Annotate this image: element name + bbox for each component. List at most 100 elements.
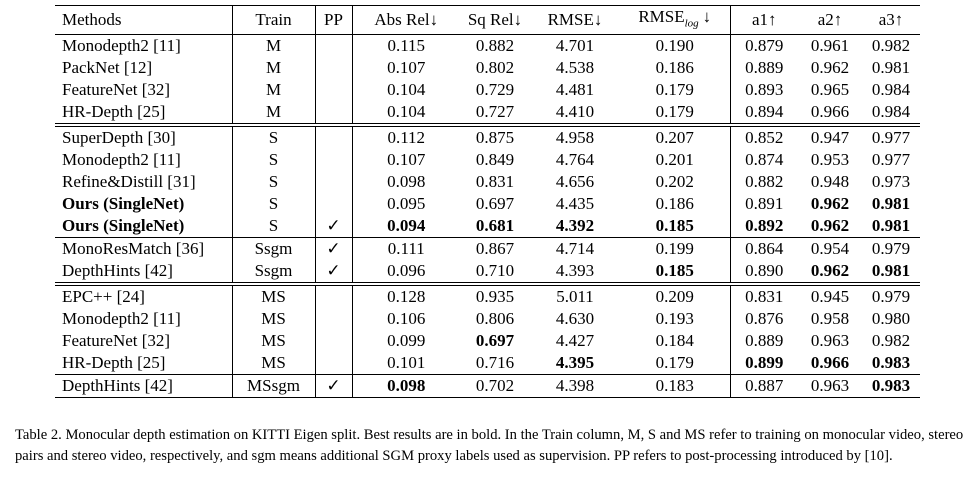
table-cell: 0.831 (745, 287, 784, 307)
table-row: HR-Depth [25] M 0.104 0.727 4.410 0.179 0.894 0… (55, 101, 920, 126)
table-cell: 0.101 (387, 353, 426, 373)
column-header: a1↑ (751, 10, 777, 30)
table-cell: 4.427 (555, 331, 595, 351)
table-cell: 0.193 (620, 308, 731, 331)
table-cell: 0.948 (810, 172, 850, 192)
table-cell: M (232, 34, 316, 58)
table-cell: S (232, 193, 316, 216)
table-cell: 0.945 (810, 287, 850, 307)
table-row: EPC++ [24] MS 0.128 0.935 5.011 0.209 0.831 0.9… (55, 284, 920, 309)
table-cell: 0.106 (387, 309, 426, 329)
table-cell: 0.899 (745, 353, 784, 373)
table-row: Ours (SingleNet) S 0.095 0.697 4.435 0.186 0.8… (55, 193, 920, 216)
row-group: SuperDepth [30] S 0.112 0.875 4.958 0.207 0.85… (55, 125, 920, 238)
table-cell: 0.961 (810, 36, 850, 56)
table-row: FeatureNet [32] MS 0.099 0.697 4.427 0.184 0.8… (55, 330, 920, 353)
table-cell: 4.764 (555, 150, 595, 170)
table-cell: FeatureNet [32] (55, 330, 233, 353)
table-cell: 0.947 (810, 128, 850, 148)
table-cell: 0.098 (387, 172, 426, 192)
table-cell: S (232, 125, 316, 150)
table-cell: 4.701 (555, 36, 595, 56)
table-cell: 0.864 (745, 239, 784, 259)
table-cell: 0.958 (810, 309, 850, 329)
column-header: PP (315, 5, 353, 35)
table-cell: 0.982 (871, 331, 911, 351)
table-cell: 0.849 (475, 150, 515, 170)
table-cell: 0.984 (871, 80, 911, 100)
table-cell: M (232, 79, 316, 102)
table-cell: 0.112 (387, 128, 426, 148)
table-cell: 0.115 (387, 36, 426, 56)
table-row: SuperDepth [30] S 0.112 0.875 4.958 0.207 0.85… (55, 125, 920, 150)
column-header: Sq Rel↓ (467, 10, 523, 30)
table-cell: 0.882 (475, 36, 515, 56)
table-cell: 0.186 (620, 57, 731, 80)
column-header: Train (232, 5, 316, 35)
table-cell: 4.395 (555, 353, 595, 373)
table-cell: 0.852 (745, 128, 784, 148)
table-cell: DepthHints [42] (55, 260, 233, 285)
table-cell: Monodepth2 [11] (55, 34, 233, 58)
table-cell: MS (232, 308, 316, 331)
table-row: Monodepth2 [11] MS 0.106 0.806 4.630 0.193 0.8… (55, 308, 920, 331)
table-cell: 0.879 (745, 36, 784, 56)
empty-cell (315, 125, 353, 150)
caption: Table 2. Monocular depth estimation on K… (15, 427, 964, 464)
table-cell: 0.802 (475, 58, 515, 78)
table-cell: 0.727 (475, 102, 515, 122)
table-cell: ✓ (315, 215, 353, 238)
table-cell: 0.889 (745, 58, 784, 78)
table-cell: ✓ (315, 374, 353, 398)
table-cell: 0.983 (871, 353, 911, 373)
table-cell: 0.697 (475, 331, 515, 351)
header-arrow: ↓ (702, 7, 712, 26)
table-cell: 0.179 (620, 79, 731, 102)
table-cell: 0.966 (810, 353, 850, 373)
table-cell: 4.392 (555, 216, 595, 236)
empty-cell (315, 308, 353, 331)
table-cell: MonoResMatch [36] (55, 237, 233, 261)
table-cell: 0.935 (475, 287, 515, 307)
table-cell: 0.185 (620, 260, 731, 285)
empty-cell (315, 101, 353, 126)
empty-cell (315, 352, 353, 375)
table-row: MonoResMatch [36] Ssgm ✓ 0.111 0.867 4.714 0.1… (55, 237, 920, 261)
table-cell: 4.714 (555, 239, 595, 259)
table-cell: 0.962 (810, 194, 850, 214)
table-cell: 5.011 (556, 287, 594, 307)
table-row: DepthHints [42] MSsgm ✓ 0.098 0.702 4.398 0.18… (55, 374, 920, 398)
table-cell: 4.435 (555, 194, 595, 214)
table-cell: 0.128 (387, 287, 426, 307)
empty-cell (315, 149, 353, 172)
table-cell: 0.104 (387, 102, 426, 122)
table-cell: EPC++ [24] (55, 284, 233, 309)
table-cell: 4.630 (555, 309, 595, 329)
table-cell: 0.179 (620, 101, 731, 126)
table-cell: Monodepth2 [11] (55, 308, 233, 331)
results-table: Methods Train PP Abs Rel↓ Sq Rel↓ RMSE↓ RMSElo… (55, 5, 920, 398)
table-cell: 0.111 (387, 239, 425, 259)
table-cell: 0.979 (871, 287, 911, 307)
table-cell: 0.697 (475, 194, 515, 214)
table-header: Methods Train PP Abs Rel↓ Sq Rel↓ RMSE↓ RMSElo… (55, 5, 920, 35)
table-cell: 0.179 (620, 352, 731, 375)
table-cell: S (232, 171, 316, 194)
table-cell: 0.729 (475, 80, 515, 100)
table-cell: 4.656 (555, 172, 595, 192)
header-text: RMSE (638, 7, 685, 26)
table-cell: 0.199 (620, 237, 731, 261)
row-group: EPC++ [24] MS 0.128 0.935 5.011 0.209 0.831 0.9… (55, 284, 920, 375)
table-cell: 0.096 (387, 261, 426, 281)
table-row: Refine&Distill [31] S 0.098 0.831 4.656 0.202… (55, 171, 920, 194)
table-cell: 0.095 (387, 194, 426, 214)
table-cell: 0.894 (745, 102, 784, 122)
table-cell: 4.481 (555, 80, 595, 100)
table-cell: 0.099 (387, 331, 426, 351)
row-group: MonoResMatch [36] Ssgm ✓ 0.111 0.867 4.714 0.1… (55, 237, 920, 285)
table-cell: FeatureNet [32] (55, 79, 233, 102)
table-cell: 0.201 (620, 149, 731, 172)
table-cell: 0.710 (475, 261, 515, 281)
table-cell: Ssgm (232, 260, 316, 285)
table-cell: MS (232, 352, 316, 375)
